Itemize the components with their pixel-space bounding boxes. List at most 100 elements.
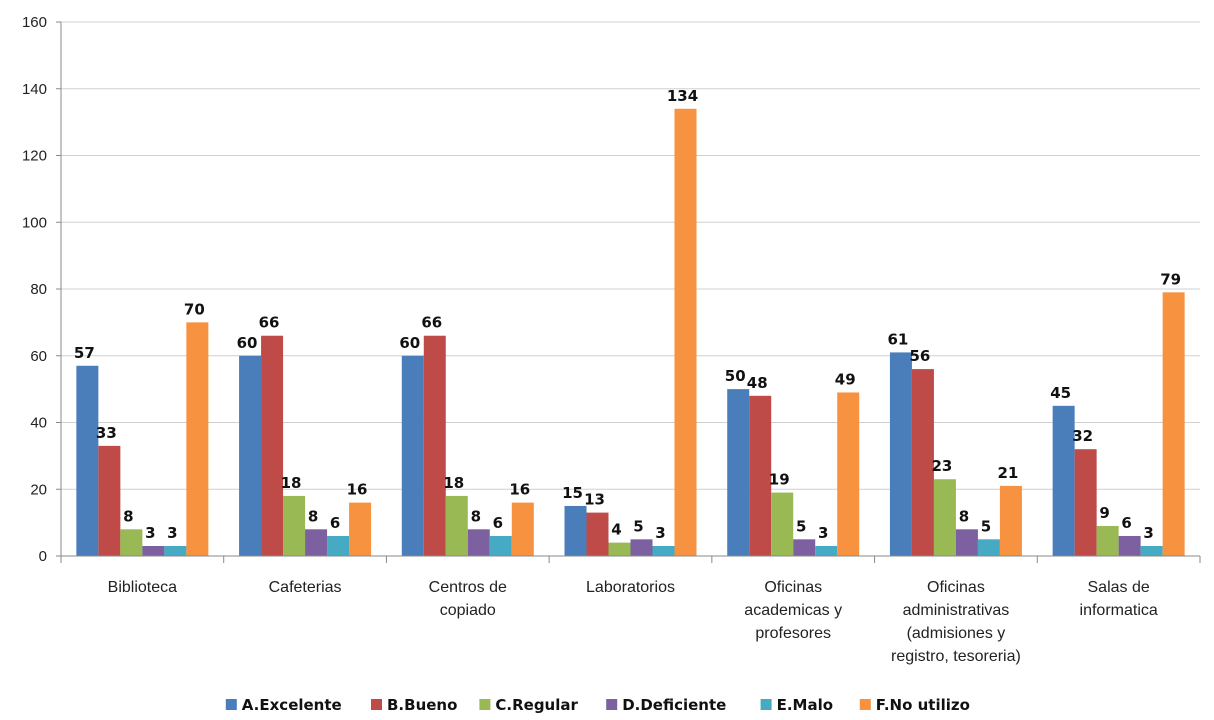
data-label: 66 <box>421 314 442 332</box>
data-label: 66 <box>259 314 280 332</box>
y-tick-label: 100 <box>22 214 47 231</box>
bar <box>911 369 934 556</box>
bar <box>467 529 490 556</box>
legend-label: B.Bueno <box>387 696 457 714</box>
data-label: 19 <box>769 471 790 489</box>
legend-swatch <box>760 699 772 710</box>
data-label: 56 <box>909 347 930 365</box>
y-tick-label: 80 <box>30 281 47 298</box>
y-tick-label: 140 <box>22 81 47 98</box>
data-label: 3 <box>145 524 155 542</box>
bar <box>98 445 121 556</box>
data-label: 60 <box>237 334 258 352</box>
category-label: Oficinas academicas y profesores <box>744 579 842 642</box>
bar <box>120 529 143 556</box>
category-label: Salas de informatica <box>1080 579 1158 619</box>
bar <box>652 545 675 556</box>
bar <box>164 545 187 556</box>
data-label: 32 <box>1072 427 1093 445</box>
bar <box>630 539 653 556</box>
bar <box>586 512 609 556</box>
data-label: 33 <box>96 424 117 442</box>
bars <box>76 108 1185 557</box>
bar <box>445 495 468 556</box>
data-label: 6 <box>493 514 503 532</box>
data-label: 134 <box>667 87 698 105</box>
x-axis: Biblioteca Cafeterias Centros de copiado Lab… <box>60 555 1201 665</box>
data-label: 18 <box>443 474 464 492</box>
bar <box>1162 292 1185 556</box>
bar <box>564 505 587 556</box>
bar <box>889 352 912 556</box>
data-label: 8 <box>471 507 481 525</box>
data-label: 8 <box>308 507 318 525</box>
bar <box>1052 405 1075 556</box>
legend-swatch <box>606 699 618 710</box>
bar <box>261 335 284 556</box>
legend-label: E.Malo <box>777 696 833 714</box>
bar <box>1140 545 1163 556</box>
y-tick-label: 40 <box>30 415 47 432</box>
bar <box>401 355 424 556</box>
data-label: 5 <box>633 517 643 535</box>
legend-label: F.No utilizo <box>876 696 970 714</box>
data-label: 45 <box>1050 384 1071 402</box>
bar <box>999 485 1022 556</box>
y-tick-label: 20 <box>30 481 47 498</box>
y-tick-label: 120 <box>22 148 47 165</box>
data-label: 3 <box>655 524 665 542</box>
data-label: 70 <box>184 300 205 318</box>
bar <box>771 492 794 556</box>
data-label: 3 <box>818 524 828 542</box>
bar <box>1074 449 1097 556</box>
legend: A.Excelente B.Bueno C.Regular D.Deficiente E… <box>225 696 970 714</box>
legend-swatch <box>859 699 871 710</box>
bar <box>1096 525 1119 556</box>
data-label: 8 <box>959 507 969 525</box>
data-label: 5 <box>796 517 806 535</box>
legend-swatch <box>479 699 491 710</box>
data-label: 9 <box>1099 504 1109 522</box>
bar <box>283 495 306 556</box>
bar <box>793 539 816 556</box>
bar <box>955 529 978 556</box>
data-label: 4 <box>611 521 621 539</box>
legend-label: A.Excelente <box>242 696 342 714</box>
data-label: 5 <box>981 517 991 535</box>
data-label: 3 <box>1143 524 1153 542</box>
bar <box>1118 535 1141 556</box>
category-label: Centros de copiado <box>429 579 507 619</box>
data-label: 48 <box>747 374 768 392</box>
data-label: 49 <box>835 370 856 388</box>
legend-label: C.Regular <box>495 696 578 714</box>
bar <box>142 545 165 556</box>
bar <box>749 395 772 556</box>
bar <box>511 502 534 556</box>
category-label: Cafeterias <box>269 579 342 596</box>
data-label: 61 <box>887 330 908 348</box>
bar <box>423 335 446 556</box>
data-label: 57 <box>74 344 95 362</box>
data-label: 6 <box>1121 514 1131 532</box>
bar <box>349 502 372 556</box>
bar <box>815 545 838 556</box>
y-tick-label: 0 <box>39 548 47 565</box>
y-tick-label: 60 <box>30 348 47 365</box>
bar <box>239 355 262 556</box>
bar <box>674 108 697 557</box>
data-label: 13 <box>584 491 605 509</box>
category-label: Biblioteca <box>108 579 177 596</box>
gridlines <box>61 21 1200 490</box>
data-label: 21 <box>997 464 1018 482</box>
bar <box>327 535 350 556</box>
legend-label: D.Deficiente <box>622 696 726 714</box>
data-label: 6 <box>330 514 340 532</box>
data-label: 18 <box>281 474 302 492</box>
bar <box>608 542 631 556</box>
data-label: 16 <box>509 481 530 499</box>
data-label: 3 <box>167 524 177 542</box>
data-label: 23 <box>931 457 952 475</box>
y-axis: 0 20 40 60 80 100 120 140 160 <box>22 14 62 565</box>
